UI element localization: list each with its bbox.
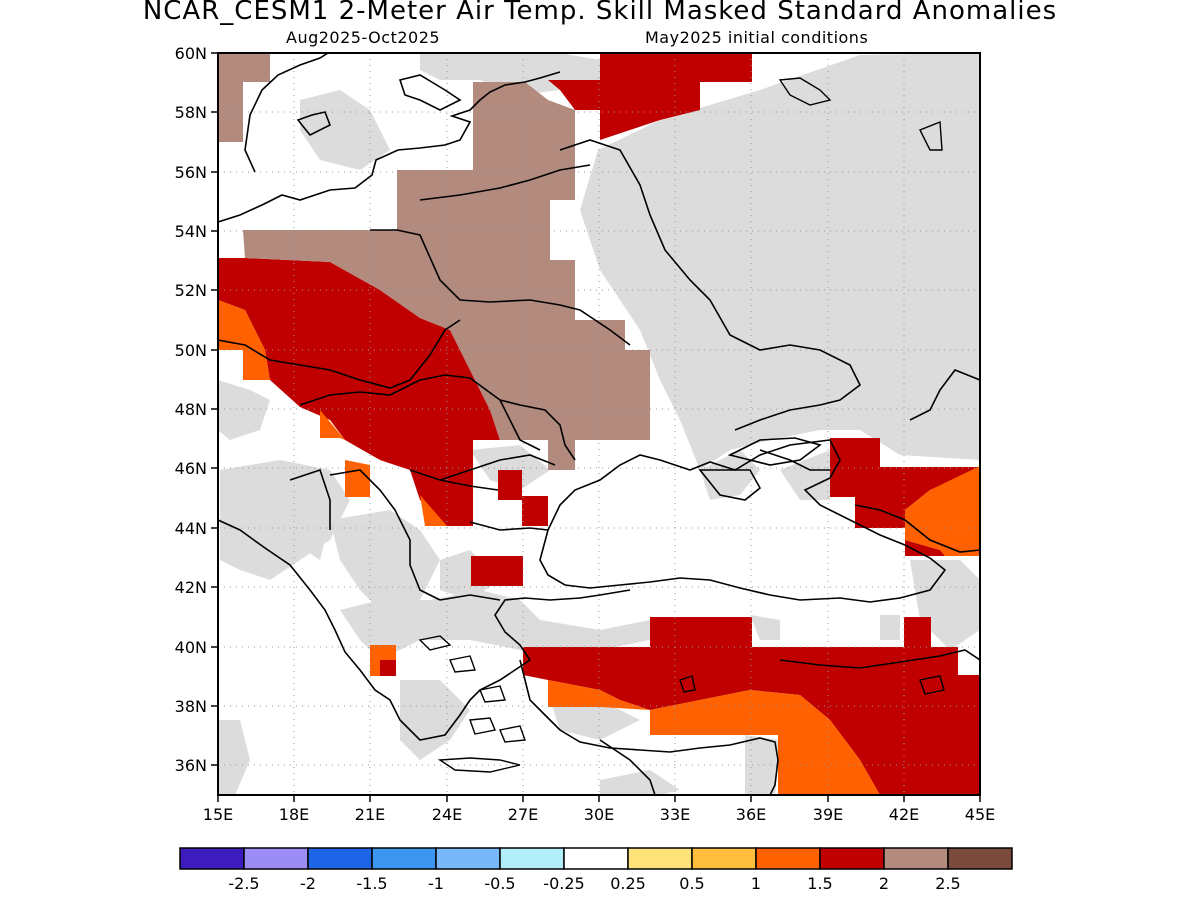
map-area	[218, 53, 980, 795]
masked-regions	[218, 53, 980, 795]
colorbar-swatch	[691, 847, 757, 870]
colorbar-label: -0.5	[484, 874, 515, 893]
colorbar-label: -1.5	[356, 874, 387, 893]
colorbar-swatch	[883, 847, 949, 870]
lat-tick-label: 42N	[175, 578, 207, 597]
lon-tick-label: 30E	[584, 805, 614, 824]
moderate-anomaly-pannonian	[218, 300, 270, 380]
colorbar-labels: -2.5 -2 -1.5 -1 -0.5 -0.25 0.25 0.5 1 1.…	[228, 874, 960, 893]
anatolia-coast	[519, 659, 779, 795]
lat-tick-label: 58N	[175, 103, 207, 122]
baltic-coast	[218, 71, 561, 223]
lat-tick-label: 52N	[175, 281, 207, 300]
warm-anomaly-western-russia	[548, 53, 752, 140]
colorbar-swatch	[755, 847, 821, 870]
colorbar-swatch	[243, 847, 309, 870]
lon-tick-label: 33E	[660, 805, 690, 824]
colorbar-label: 2	[879, 874, 889, 893]
colorbar-label: 2.5	[935, 874, 960, 893]
colorbar-swatches	[179, 847, 1013, 870]
lat-tick-label: 44N	[175, 519, 207, 538]
warm-anomaly-anatolia	[523, 617, 980, 795]
colorbar-label: -2.5	[228, 874, 259, 893]
lat-tick-label: 54N	[175, 222, 207, 241]
lon-tick-label: 39E	[813, 805, 843, 824]
colorbar-swatch	[947, 847, 1013, 870]
colorbar-swatch	[819, 847, 885, 870]
colorbar-label: 0.25	[610, 874, 646, 893]
forecast-period: Aug2025-Oct2025	[286, 28, 441, 47]
colorbar-label: 1	[751, 874, 761, 893]
colorbar-label: -0.25	[543, 874, 584, 893]
colorbar-swatch	[627, 847, 693, 870]
lat-tick-label: 36N	[175, 756, 207, 775]
lon-tick-label: 18E	[279, 805, 309, 824]
lon-tick-label: 21E	[355, 805, 385, 824]
colorbar-label: -2	[300, 874, 316, 893]
colorbar-swatch	[179, 847, 245, 870]
lat-tick-label: 46N	[175, 459, 207, 478]
lat-tick-labels: 60N 58N 56N 54N 52N 50N 48N 46N 44N 42N …	[175, 44, 207, 775]
lon-tick-labels: 15E 18E 21E 24E 27E 30E 33E 36E 39E 42E …	[203, 805, 995, 824]
colorbar-swatch	[499, 847, 565, 870]
coastlines-borders	[218, 53, 980, 795]
lat-tick-label: 60N	[175, 44, 207, 63]
lon-tick-label: 42E	[889, 805, 919, 824]
masked-no-skill-russia	[580, 53, 980, 470]
tick-marks	[211, 52, 981, 802]
lat-tick-label: 56N	[175, 163, 207, 182]
colorbar-label: 0.5	[679, 874, 704, 893]
anomaly-1-5	[218, 300, 980, 795]
lat-tick-label: 50N	[175, 341, 207, 360]
moderate-anomaly-east-anatolia	[548, 680, 880, 795]
lon-tick-label: 24E	[432, 805, 462, 824]
colorbar: -2.5 -2 -1.5 -1 -0.5 -0.25 0.25 0.5 1 1.…	[179, 847, 1013, 893]
warm-anomaly-caucasus	[830, 438, 980, 528]
islands	[418, 77, 945, 773]
colorbar-swatch	[371, 847, 437, 870]
lat-tick-label: 38N	[175, 697, 207, 716]
colorbar-swatch	[563, 847, 629, 870]
colorbar-label: 1.5	[807, 874, 832, 893]
colorbar-swatch	[307, 847, 373, 870]
sea-of-azov	[727, 437, 822, 466]
colorbar-label: -1	[428, 874, 444, 893]
lon-tick-label: 36E	[736, 805, 766, 824]
map-title: NCAR_CESM1 2-Meter Air Temp. Skill Maske…	[142, 0, 1058, 26]
aegean-coast	[218, 519, 631, 741]
lat-tick-label: 40N	[175, 638, 207, 657]
colorbar-swatch	[435, 847, 501, 870]
black-sea-coast	[539, 439, 947, 603]
lon-tick-label: 15E	[203, 805, 233, 824]
initial-conditions: May2025 initial conditions	[645, 28, 869, 47]
lat-tick-label: 48N	[175, 400, 207, 419]
lon-tick-label: 45E	[965, 805, 995, 824]
lon-tick-label: 27E	[508, 805, 538, 824]
